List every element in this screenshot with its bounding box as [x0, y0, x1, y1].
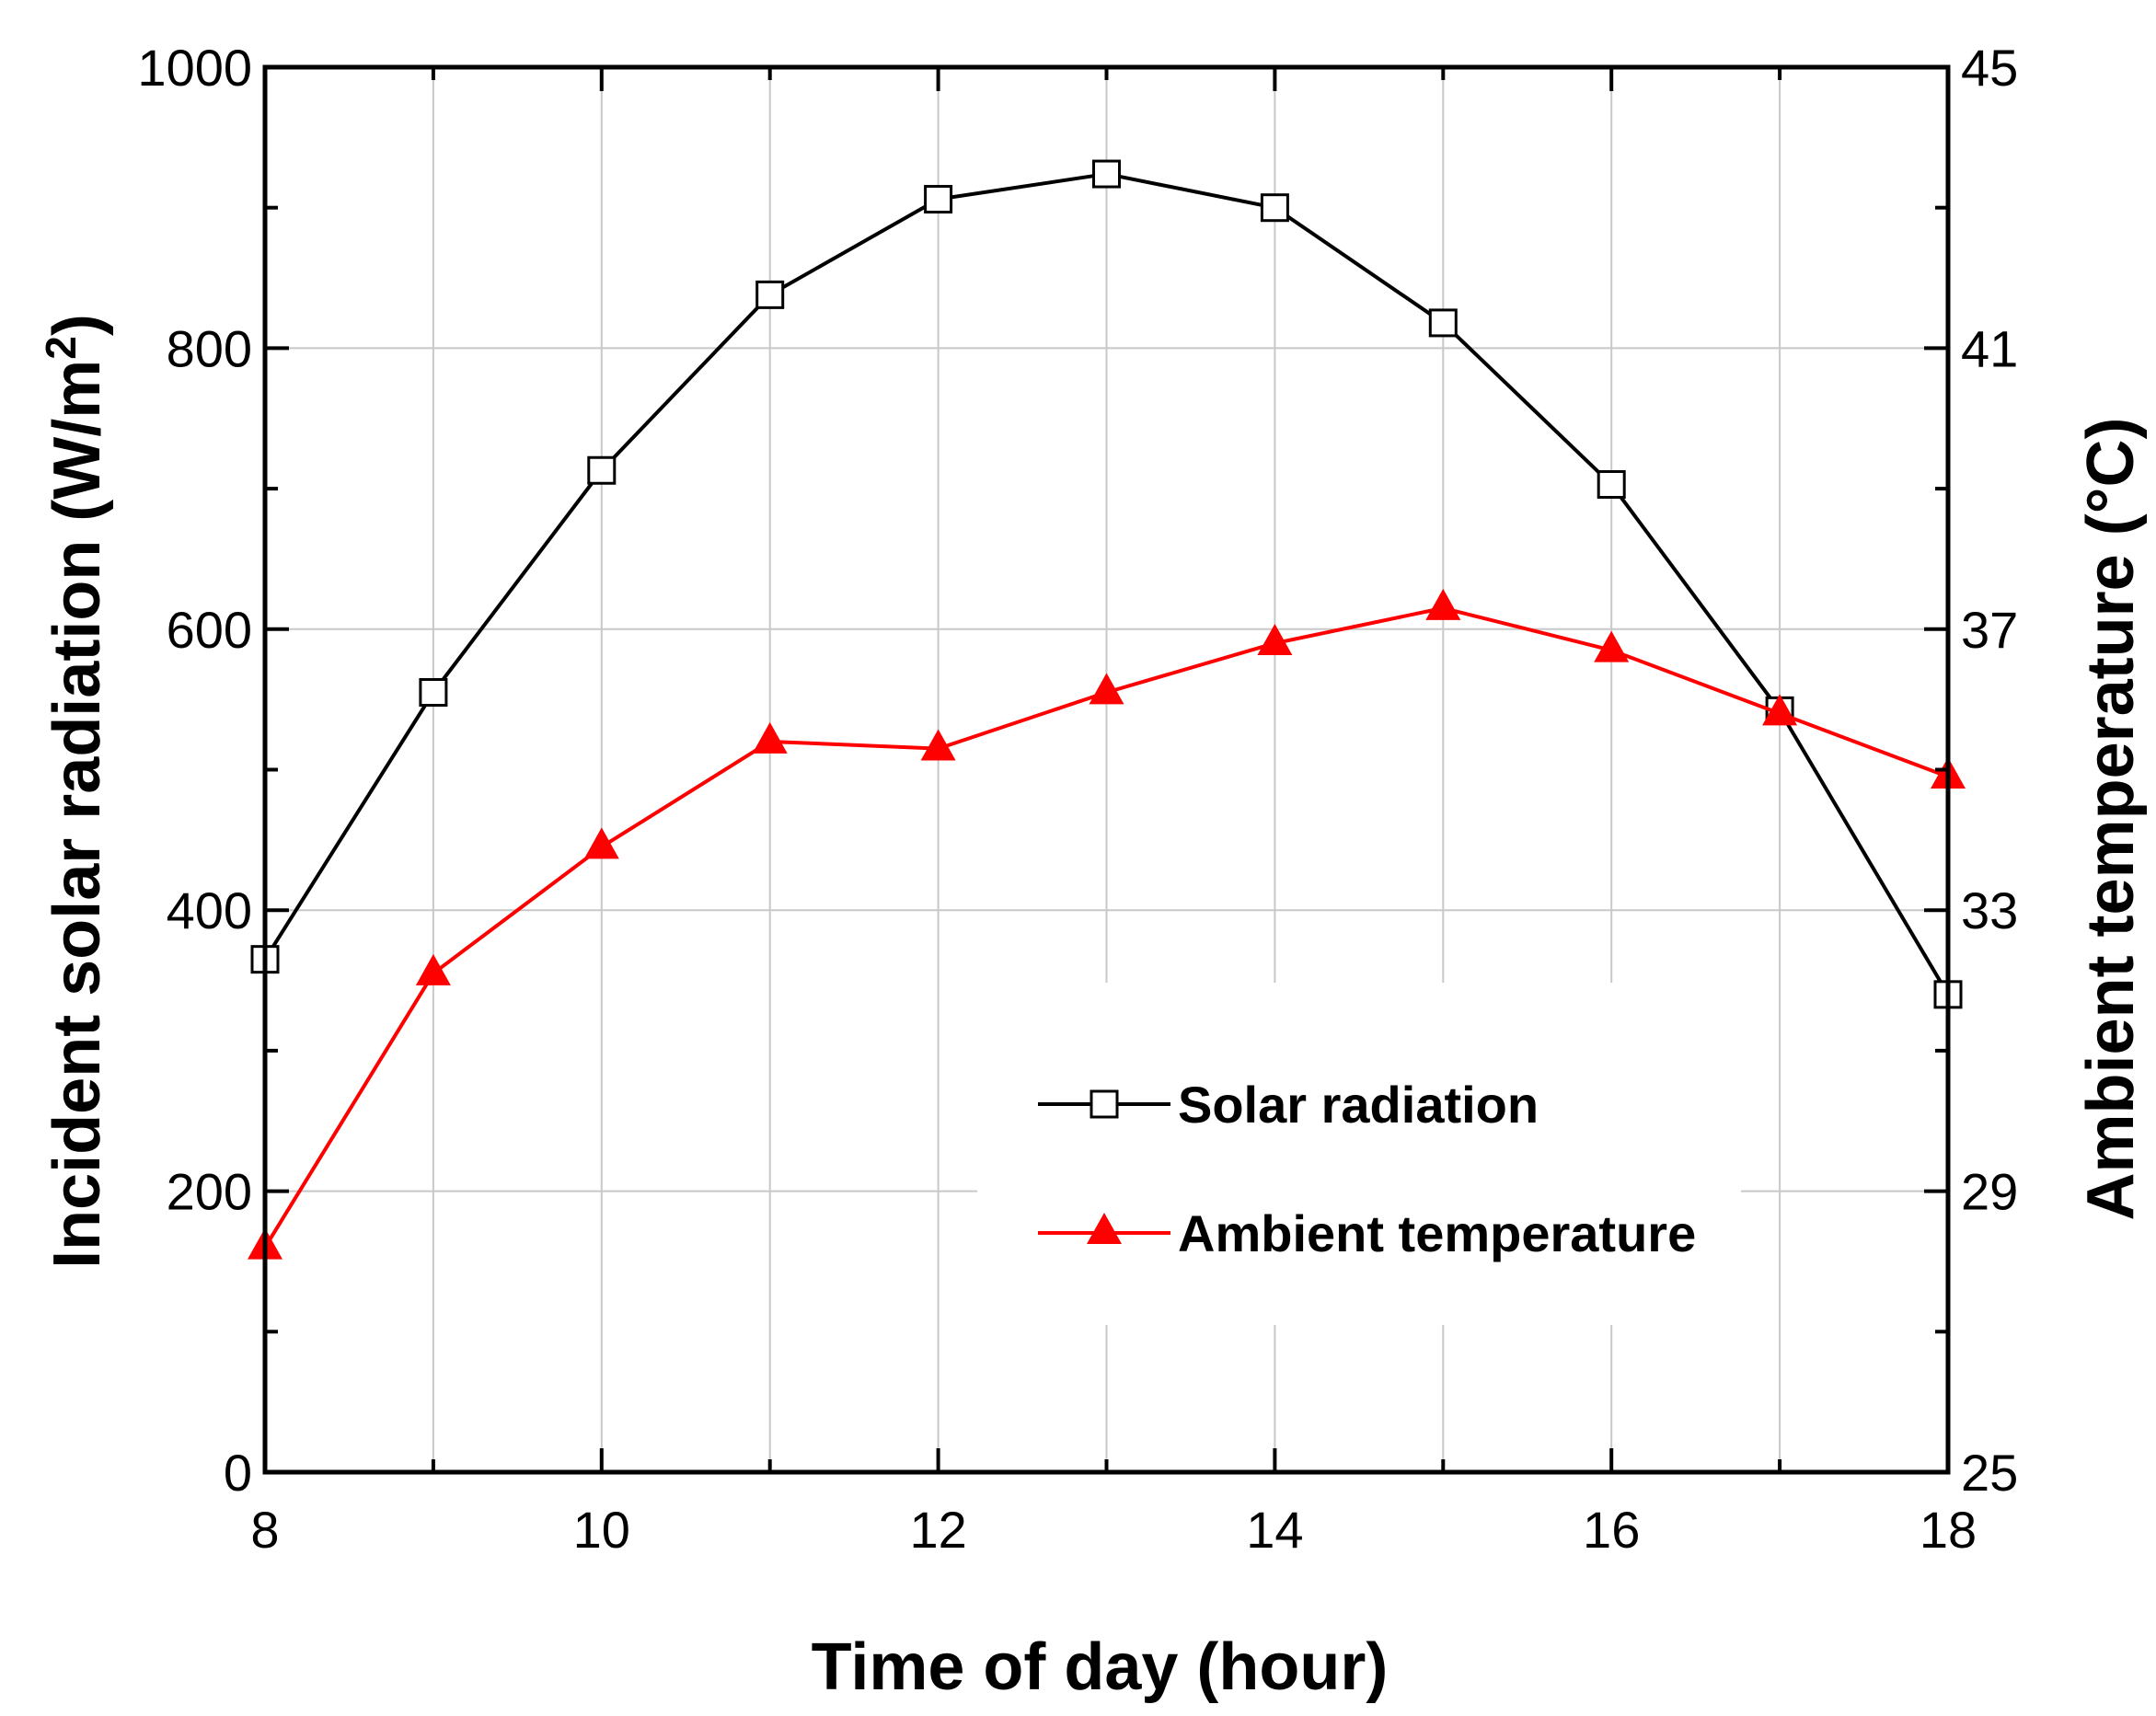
data-point-solar-radiation — [587, 455, 617, 485]
y-right-tick-label: 29 — [1961, 1163, 2018, 1221]
data-point-solar-radiation — [924, 185, 953, 214]
y-right-tick-label: 25 — [1961, 1444, 2018, 1502]
data-point-ambient-temperature — [920, 729, 956, 761]
y-left-title-superscript: 2 — [37, 336, 85, 360]
y-right-tick-label: 45 — [1961, 39, 2018, 97]
data-point-solar-radiation — [1092, 159, 1121, 189]
series-layer — [248, 159, 1966, 1260]
y-left-tick-label: 800 — [167, 319, 252, 377]
legend-marker-filled-triangle — [1087, 1213, 1122, 1244]
tick-labels: 8 10 12 14 16 18 0 200 400 600 800 1000 25 29 33 37 41 45 — [137, 39, 2018, 1559]
y-left-tick-label: 0 — [224, 1444, 252, 1502]
data-point-solar-radiation — [1260, 193, 1289, 223]
legend-label-solar-radiation: Solar radiation — [1178, 1076, 1539, 1134]
y-left-title-main: Incident solar radiation (W/m — [40, 360, 114, 1269]
data-point-solar-radiation — [1428, 308, 1458, 338]
legend-marker-open-square — [1090, 1089, 1119, 1119]
y-right-tick-label: 33 — [1961, 881, 2018, 939]
y-right-tick-label: 41 — [1961, 319, 2018, 377]
x-axis-title: Time of day (hour) — [812, 1630, 1389, 1704]
x-tick-label: 8 — [250, 1501, 279, 1559]
data-point-ambient-temperature — [1594, 630, 1630, 662]
axis-ticks — [263, 65, 1950, 1474]
legend-label-ambient-temperature: Ambient temperature — [1178, 1204, 1696, 1262]
y-left-tick-label: 200 — [167, 1163, 252, 1221]
x-tick-label: 10 — [573, 1501, 630, 1559]
y-right-tick-label: 37 — [1961, 601, 2018, 659]
data-point-solar-radiation — [419, 678, 448, 708]
data-point-solar-radiation — [1597, 470, 1626, 500]
data-point-ambient-temperature — [583, 827, 619, 859]
x-tick-label: 12 — [909, 1501, 966, 1559]
y-left-tick-label: 600 — [167, 601, 252, 659]
legend-item-ambient-temperature: Ambient temperature — [1038, 1204, 1696, 1262]
data-point-ambient-temperature — [1425, 588, 1461, 620]
y-left-tick-label: 400 — [167, 881, 252, 939]
legend-box — [977, 983, 1741, 1325]
legend-background — [977, 983, 1741, 1325]
data-point-ambient-temperature — [415, 953, 451, 985]
y-left-title-tail: ) — [40, 314, 114, 336]
data-point-ambient-temperature — [1257, 623, 1293, 655]
y-left-tick-label: 1000 — [137, 39, 252, 97]
x-tick-label: 14 — [1246, 1501, 1303, 1559]
data-point-ambient-temperature — [1089, 673, 1124, 705]
data-point-ambient-temperature — [752, 721, 788, 754]
data-point-solar-radiation — [755, 280, 785, 309]
x-tick-label: 18 — [1920, 1501, 1977, 1559]
data-point-ambient-temperature — [1762, 694, 1798, 726]
legend-item-solar-radiation: Solar radiation — [1038, 1076, 1539, 1134]
y-left-axis-title: Incident solar radiation (W/m2) — [37, 314, 114, 1269]
legend: Solar radiation Ambient temperature — [1038, 1076, 1696, 1262]
y-right-axis-title: Ambient temperature (°C) — [2074, 418, 2148, 1221]
x-tick-label: 16 — [1583, 1501, 1640, 1559]
